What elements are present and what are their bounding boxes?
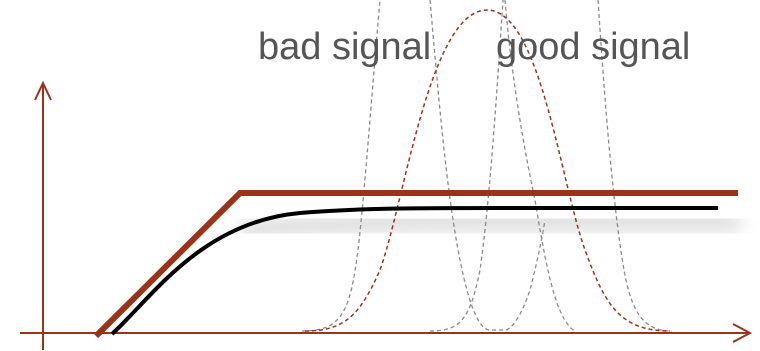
distribution-main (304, 9, 671, 332)
distribution-tail-gray (504, 0, 576, 332)
y-axis-arrowhead (34, 80, 52, 101)
label-bad-signal: bad signal (258, 26, 431, 68)
label-good-signal: good signal (496, 26, 690, 68)
distribution-left-gray (301, 0, 381, 332)
distribution-right-gray (429, 0, 504, 332)
response-curve-shadow (239, 215, 740, 237)
threshold-line (93, 190, 738, 339)
response-curve (110, 206, 718, 336)
x-axis-arrowhead (732, 323, 753, 343)
distribution-mid-gray (429, 0, 546, 331)
